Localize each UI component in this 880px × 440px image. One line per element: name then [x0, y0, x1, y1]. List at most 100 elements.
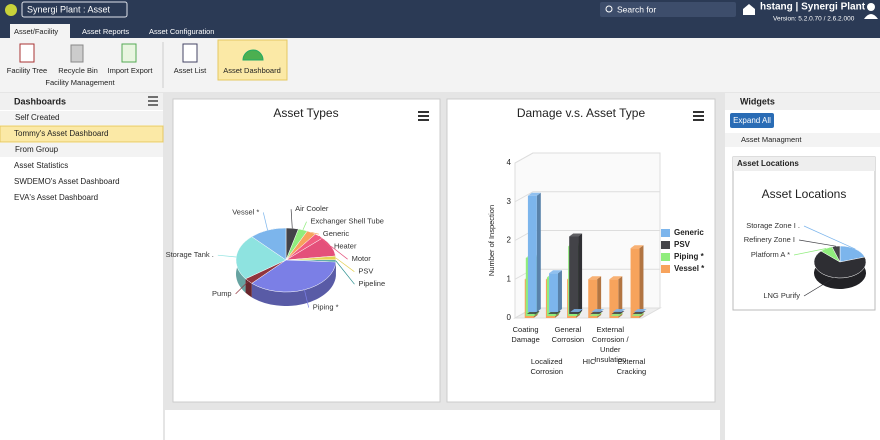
menu-icon[interactable]: [693, 111, 704, 121]
widgets-title: Widgets: [740, 96, 775, 106]
ribbon-button[interactable]: Asset List: [174, 66, 207, 75]
leader-line: [331, 246, 348, 260]
bar-top: [612, 309, 626, 312]
ribbon-button[interactable]: Recycle Bin: [58, 66, 98, 75]
legend-label[interactable]: PSV: [674, 240, 691, 249]
chart-title: Asset Locations: [762, 187, 847, 201]
group-label[interactable]: Self Created: [15, 113, 59, 122]
bar[interactable]: [609, 279, 619, 318]
y-tick-label: 3: [507, 197, 512, 206]
bar[interactable]: [630, 248, 640, 318]
menu-icon[interactable]: [418, 111, 429, 121]
slice-label: Air Cooler: [295, 204, 329, 213]
slice-label: Exchanger Shell Tube: [311, 217, 384, 226]
bar-side: [597, 276, 602, 318]
bar-top: [569, 233, 583, 237]
widget-title: Asset Locations: [737, 159, 799, 168]
slice-label: Pump: [212, 289, 232, 298]
expand-all[interactable]: Expand All: [733, 116, 771, 125]
leader-line: [302, 221, 307, 231]
bar-side: [618, 276, 623, 318]
slice[interactable]: [251, 259, 337, 293]
bar[interactable]: [569, 236, 579, 315]
bar-side: [639, 245, 644, 318]
user-name: hstang | Synergi Plant: [760, 2, 866, 13]
section-label[interactable]: Asset Managment: [741, 135, 802, 144]
legend-swatch[interactable]: [661, 229, 670, 237]
y-tick-label: 1: [507, 274, 512, 283]
widget-box: [732, 156, 876, 311]
legend-swatch[interactable]: [661, 265, 670, 273]
leader-line: [235, 280, 249, 295]
legend-label[interactable]: Generic: [674, 228, 704, 237]
slice-label: Generic: [323, 229, 350, 238]
slice-label: Pipeline: [358, 279, 385, 288]
search-box[interactable]: [600, 2, 736, 17]
logo: [5, 4, 17, 16]
bar[interactable]: [588, 279, 598, 318]
x-tick-label: HIC: [583, 357, 597, 366]
tab[interactable]: Asset Configuration: [149, 27, 214, 36]
bar[interactable]: [527, 195, 537, 312]
leader-line: [798, 239, 836, 247]
app-select-label[interactable]: Synergi Plant : Asset: [27, 4, 111, 14]
icon: [70, 44, 84, 63]
slice[interactable]: [251, 227, 287, 261]
bar[interactable]: [549, 273, 558, 312]
bar-top: [630, 245, 644, 249]
slice[interactable]: [235, 236, 287, 280]
expand-button[interactable]: [730, 113, 774, 128]
active-tab[interactable]: [10, 24, 70, 39]
group-row[interactable]: [0, 143, 163, 157]
legend-swatch[interactable]: [661, 241, 670, 249]
y-tick-label: 2: [507, 236, 512, 245]
leader-line: [793, 248, 827, 256]
dashboard-item[interactable]: Asset Statistics: [14, 161, 68, 170]
slice[interactable]: [831, 245, 841, 263]
legend-label[interactable]: Piping *: [674, 252, 705, 261]
chart-title: Asset Types: [273, 106, 338, 120]
dashboard-item[interactable]: SWDEMO's Asset Dashboard: [14, 177, 120, 186]
slice-side: [814, 251, 867, 289]
legend-label[interactable]: Vessel *: [674, 264, 705, 273]
slice-side: [251, 262, 336, 306]
leader-line: [335, 257, 355, 272]
section-row[interactable]: [725, 133, 880, 147]
ribbon-button[interactable]: Asset Dashboard: [223, 66, 281, 75]
leader-line: [290, 209, 293, 229]
icon: [121, 43, 137, 63]
x-tick-label: External Corrosion / Under Insulation: [592, 325, 630, 364]
leader-line: [803, 277, 835, 297]
home-icon[interactable]: [743, 4, 755, 15]
group-label[interactable]: From Group: [15, 145, 59, 154]
x-tick-label: Coating Damage: [511, 325, 539, 344]
ribbon-button[interactable]: Facility Tree: [7, 66, 47, 75]
search-placeholder[interactable]: Search for: [617, 4, 656, 14]
bar-top: [591, 309, 605, 312]
ribbon: [0, 38, 880, 92]
bar-top: [588, 276, 602, 280]
slice-label: Heater: [334, 242, 357, 251]
selected-row[interactable]: [0, 125, 164, 143]
menu-icon[interactable]: [148, 96, 158, 106]
x-tick-label: General Corrosion: [552, 325, 585, 344]
bar-top: [527, 192, 541, 196]
leader-line: [311, 232, 319, 235]
tab[interactable]: Asset Reports: [82, 27, 129, 36]
dashboard-item[interactable]: Tommy's Asset Dashboard: [14, 129, 108, 138]
legend-swatch[interactable]: [661, 253, 670, 261]
group-row[interactable]: [0, 111, 163, 125]
leader-line: [335, 260, 355, 285]
ribbon-button[interactable]: Import Export: [107, 66, 153, 75]
app-select[interactable]: [21, 1, 128, 18]
sidebar-header: [0, 93, 163, 110]
chart-title: Damage v.s. Asset Type: [517, 106, 646, 120]
dashboard-item[interactable]: EVA's Asset Dashboard: [14, 193, 98, 202]
grid-line: [514, 152, 660, 164]
leader-line: [262, 212, 268, 231]
slice-label: Motor: [352, 254, 372, 263]
y-axis-label: Number of Inspection: [487, 205, 496, 276]
tab[interactable]: Asset/Facility: [14, 27, 58, 36]
user-icon[interactable]: [867, 3, 875, 11]
